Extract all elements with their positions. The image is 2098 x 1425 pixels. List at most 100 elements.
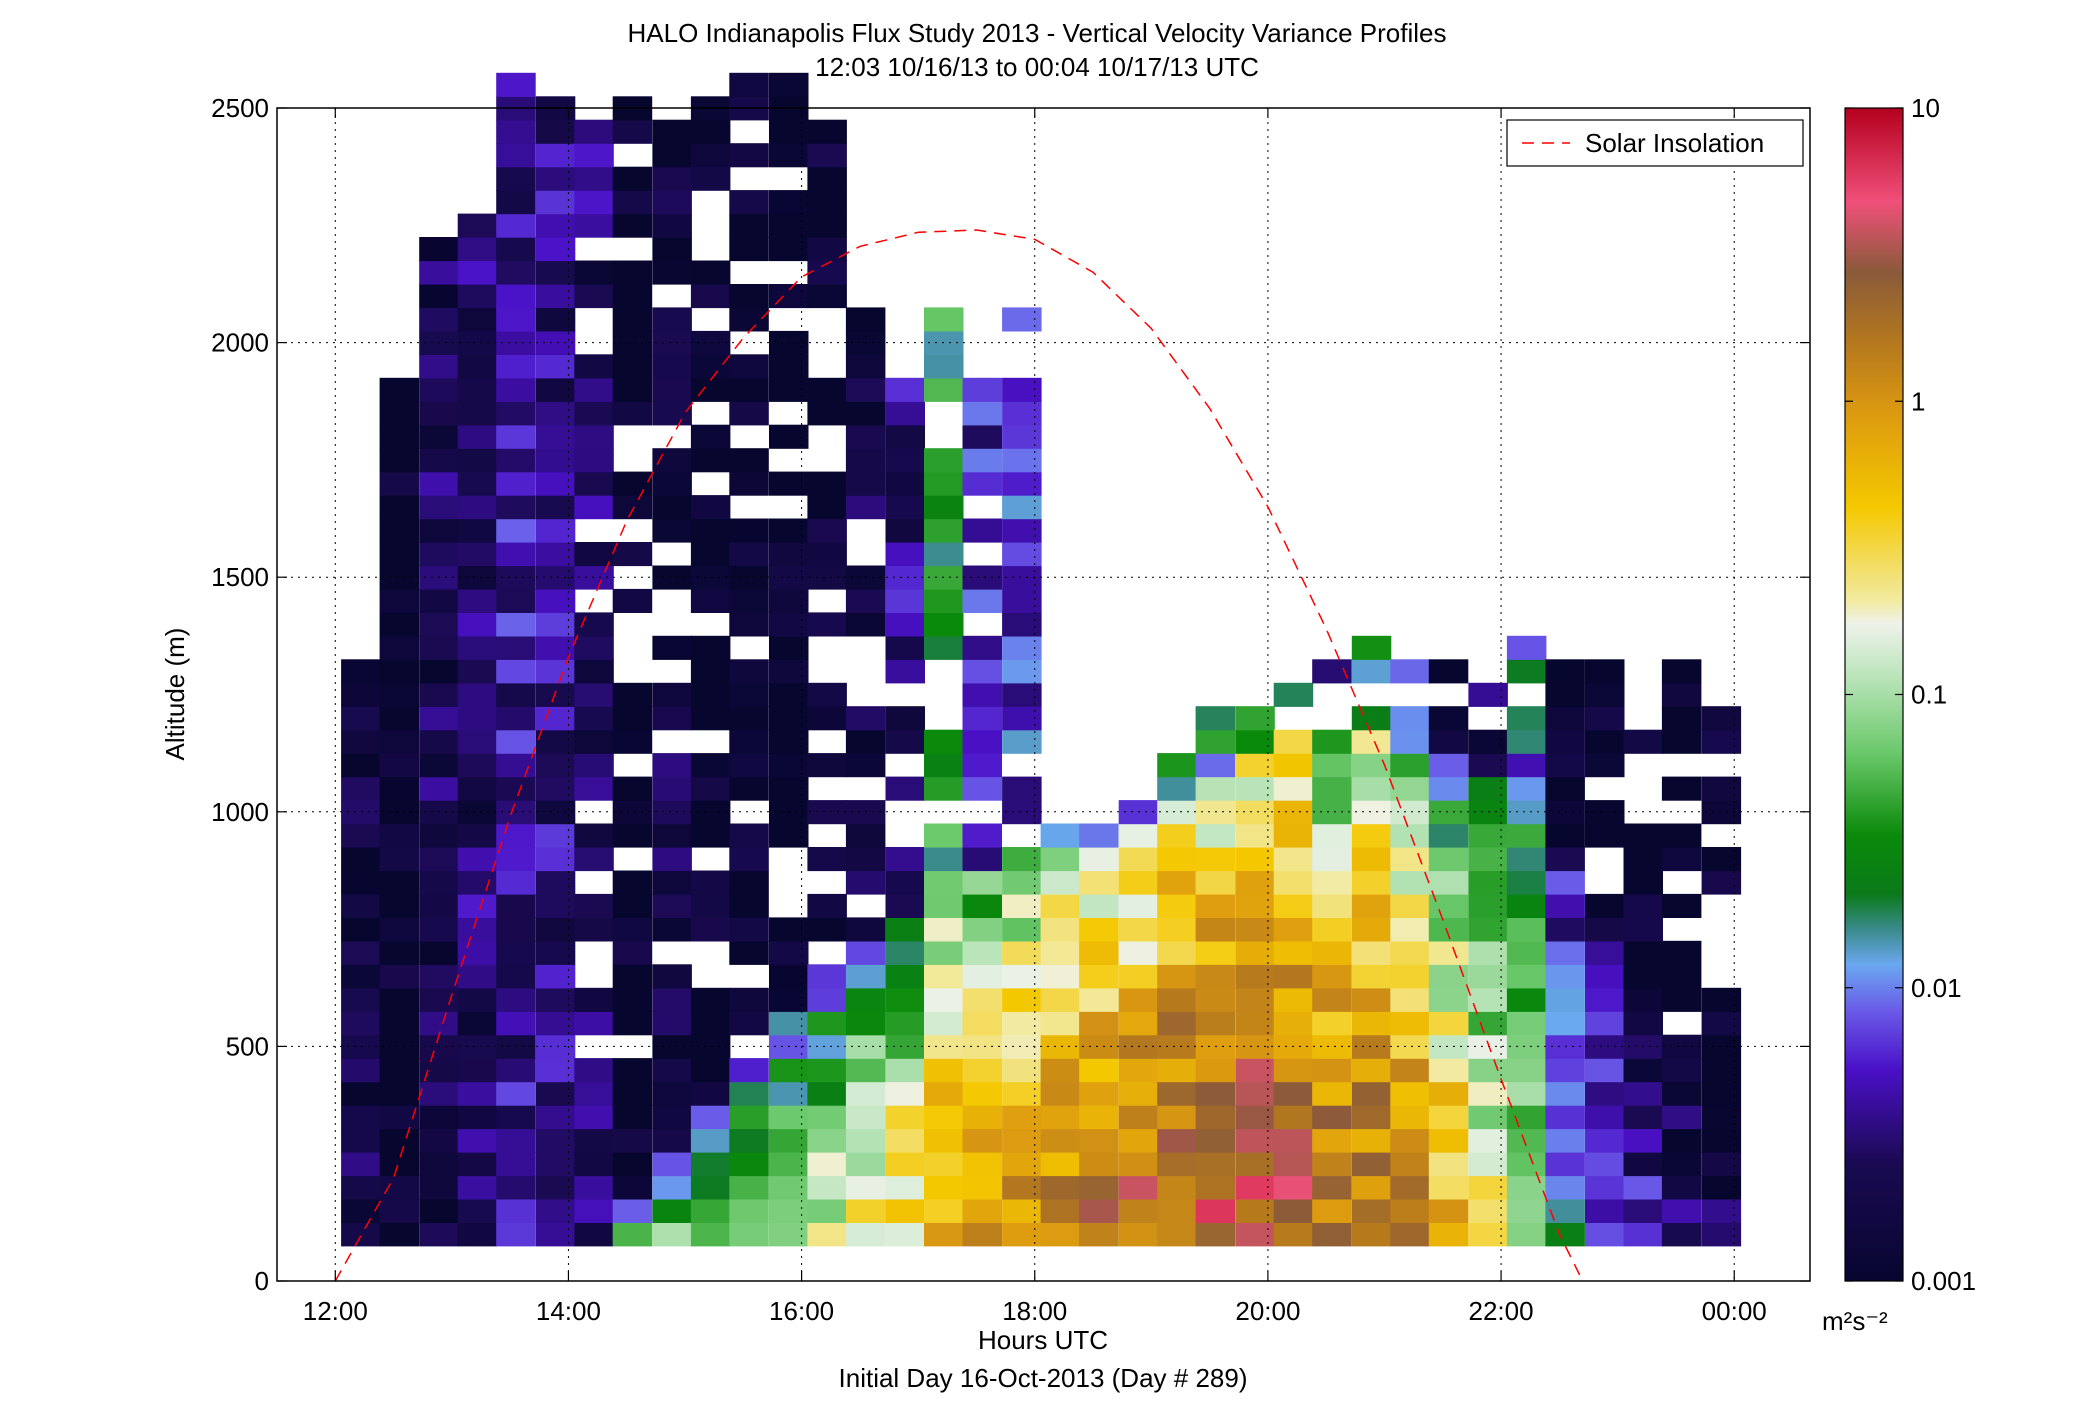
- heatmap-cell: [729, 1081, 769, 1106]
- heatmap-cell: [845, 377, 886, 402]
- heatmap-cell: [1235, 987, 1275, 1012]
- heatmap-cell: [769, 776, 809, 801]
- heatmap-cell: [769, 377, 809, 402]
- heatmap-cell: [1468, 940, 1508, 965]
- heatmap-cell: [807, 987, 847, 1012]
- heatmap-cell: [612, 495, 653, 520]
- heatmap-cell: [652, 1058, 692, 1083]
- heatmap-cell: [1428, 753, 1469, 778]
- heatmap-cell: [457, 330, 498, 355]
- heatmap-cell: [535, 448, 576, 473]
- heatmap-cell: [807, 143, 847, 168]
- heatmap-cell: [574, 401, 614, 426]
- heatmap-cell: [1351, 1222, 1392, 1247]
- heatmap-cell: [1506, 1198, 1547, 1223]
- heatmap-cell: [1661, 1175, 1702, 1200]
- heatmap-cell: [1468, 917, 1508, 942]
- heatmap-cell: [690, 377, 731, 402]
- heatmap-cell: [729, 1058, 769, 1083]
- heatmap-cell: [1545, 659, 1585, 684]
- heatmap-cell: [574, 753, 614, 778]
- heatmap-cell: [807, 1222, 847, 1247]
- heatmap-cell: [1079, 1152, 1119, 1177]
- heatmap-cell: [962, 588, 1002, 613]
- heatmap-cell: [419, 964, 459, 989]
- heatmap-cell: [924, 893, 964, 918]
- heatmap-cell: [1506, 1011, 1547, 1036]
- heatmap-cell: [729, 354, 769, 379]
- heatmap-cell: [379, 847, 420, 872]
- heatmap-cell: [1195, 1105, 1236, 1130]
- heatmap-cell: [1506, 706, 1547, 731]
- heatmap-cell: [845, 917, 886, 942]
- heatmap-cell: [652, 330, 692, 355]
- heatmap-cell: [769, 72, 809, 97]
- heatmap-cell: [1428, 776, 1469, 801]
- heatmap-cell: [535, 237, 576, 262]
- heatmap-cell: [1506, 1058, 1547, 1083]
- heatmap-cell: [1079, 1081, 1119, 1106]
- heatmap-cell: [1079, 1105, 1119, 1130]
- heatmap-cell: [1002, 729, 1042, 754]
- heatmap-cell: [1468, 682, 1508, 707]
- heatmap-cell: [419, 706, 459, 731]
- heatmap-cell: [379, 753, 420, 778]
- x-tick-label: 14:00: [536, 1296, 601, 1326]
- heatmap-cell: [1118, 987, 1159, 1012]
- heatmap-cell: [1506, 1152, 1547, 1177]
- heatmap-cell: [1428, 1222, 1469, 1247]
- heatmap-cell: [729, 72, 769, 97]
- heatmap-cell: [1351, 847, 1392, 872]
- heatmap-cell: [807, 1105, 847, 1130]
- y-tick-label: 2000: [211, 328, 269, 358]
- heatmap-cell: [1312, 1034, 1352, 1059]
- heatmap-cell: [1585, 729, 1625, 754]
- heatmap-cell: [1079, 1011, 1119, 1036]
- heatmap-cell: [845, 706, 886, 731]
- heatmap-cell: [924, 307, 964, 332]
- heatmap-cell: [496, 870, 536, 895]
- heatmap-cell: [690, 1034, 731, 1059]
- heatmap-cell: [1506, 987, 1547, 1012]
- heatmap-cell: [729, 776, 769, 801]
- heatmap-cell: [419, 917, 459, 942]
- heatmap-cell: [535, 166, 576, 191]
- heatmap-cell: [769, 213, 809, 238]
- heatmap-cell: [1585, 753, 1625, 778]
- heatmap-cell: [1235, 1011, 1275, 1036]
- heatmap-cell: [924, 940, 964, 965]
- heatmap-cell: [729, 471, 769, 496]
- heatmap-cell: [924, 377, 964, 402]
- heatmap-cell: [1273, 823, 1314, 848]
- heatmap-cell: [807, 1011, 847, 1036]
- heatmap-cell: [1273, 964, 1314, 989]
- heatmap-cell: [1235, 1058, 1275, 1083]
- heatmap-cell: [457, 1175, 498, 1200]
- heatmap-cell: [1428, 1081, 1469, 1106]
- heatmap-cell: [1235, 753, 1275, 778]
- heatmap-cell: [1235, 1175, 1275, 1200]
- heatmap-cell: [496, 682, 536, 707]
- heatmap-cell: [496, 237, 536, 262]
- heatmap-cell: [1545, 1081, 1585, 1106]
- heatmap-cell: [341, 776, 381, 801]
- heatmap-cell: [962, 706, 1002, 731]
- heatmap-cell: [1506, 729, 1547, 754]
- heatmap-cell: [419, 424, 459, 449]
- heatmap-cell: [1235, 964, 1275, 989]
- heatmap-cell: [1428, 659, 1469, 684]
- heatmap-cell: [496, 1152, 536, 1177]
- heatmap-cell: [457, 377, 498, 402]
- heatmap-cell: [379, 1058, 420, 1083]
- heatmap-cell: [1585, 987, 1625, 1012]
- heatmap-cell: [1273, 729, 1314, 754]
- heatmap-cell: [1585, 1198, 1625, 1223]
- heatmap-cell: [924, 1081, 964, 1106]
- heatmap-cell: [690, 565, 731, 590]
- heatmap-cell: [1273, 870, 1314, 895]
- heatmap-cell: [845, 1058, 886, 1083]
- heatmap-cell: [1235, 823, 1275, 848]
- heatmap-cell: [885, 377, 925, 402]
- heatmap-cell: [1040, 1105, 1081, 1130]
- heatmap-cell: [535, 776, 576, 801]
